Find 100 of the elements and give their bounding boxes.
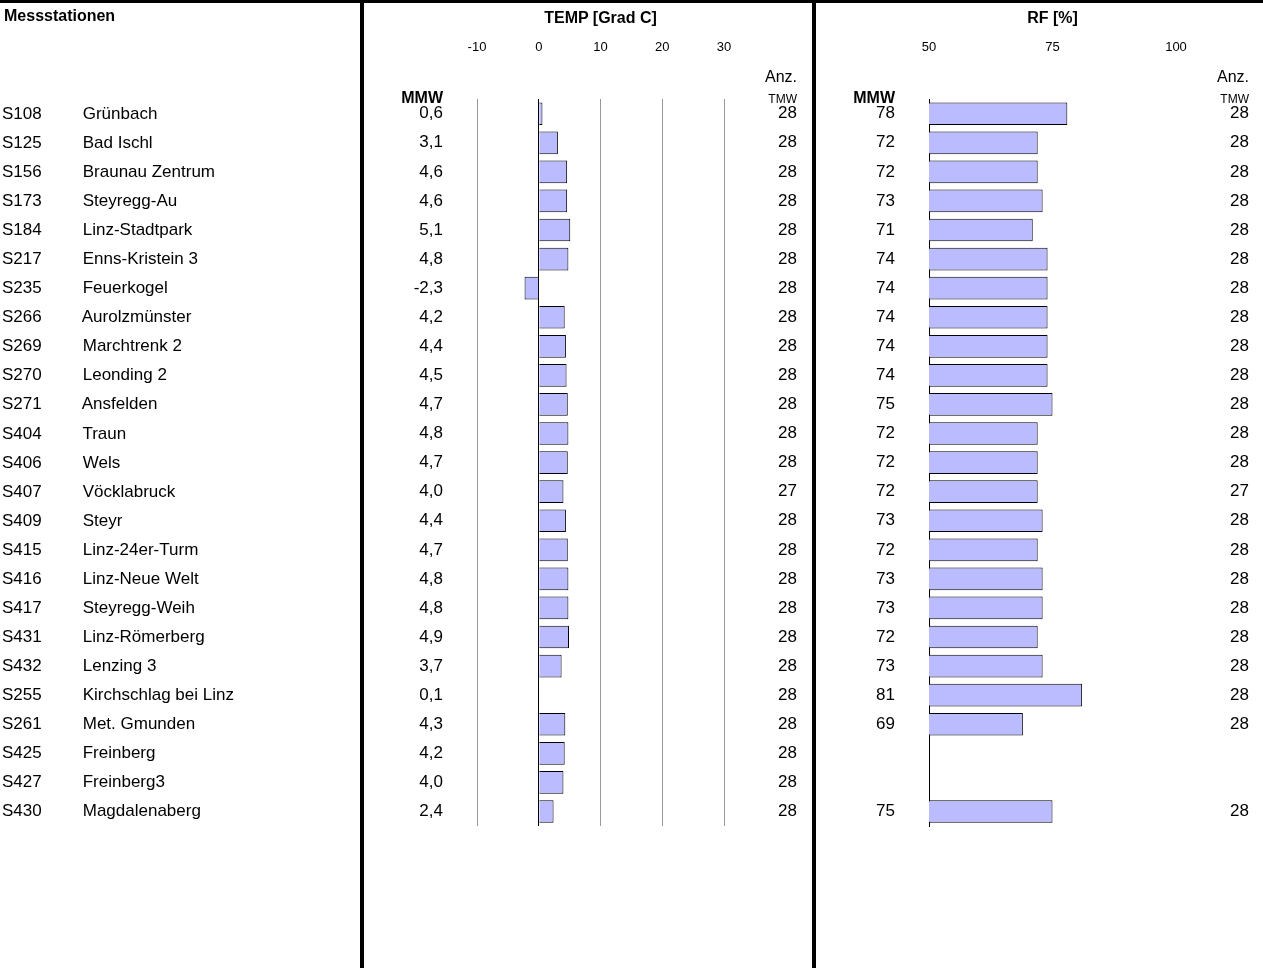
data-label: 4,6 bbox=[419, 161, 443, 181]
data-label: 4,3 bbox=[419, 713, 443, 733]
text: 28 bbox=[1230, 306, 1249, 326]
data-label: 4,6 bbox=[419, 190, 443, 210]
data-label: 4,8 bbox=[419, 248, 443, 268]
category-label: S431 Linz-Römerberg bbox=[2, 627, 205, 647]
text: 28 bbox=[1230, 801, 1249, 821]
category-label: S266 Aurolzmünster bbox=[2, 307, 192, 327]
category-label: S432 Lenzing 3 bbox=[2, 656, 157, 676]
data-label: 3,1 bbox=[419, 132, 443, 152]
data-label: 4,7 bbox=[419, 394, 443, 414]
category-label: S416 Linz-Neue Welt bbox=[2, 568, 199, 588]
data-label: 72 bbox=[876, 452, 895, 472]
data-label: 4,0 bbox=[419, 481, 443, 501]
category-label: S261 Met. Gmunden bbox=[2, 714, 196, 734]
text: 28 bbox=[1230, 684, 1249, 704]
category-label: S407 Vöcklabruck bbox=[2, 481, 176, 501]
text: 28 bbox=[778, 336, 797, 355]
x-tick-label: 20 bbox=[655, 38, 670, 54]
data-label: 72 bbox=[876, 539, 895, 559]
text: 28 bbox=[1230, 597, 1249, 617]
text: 28 bbox=[778, 277, 797, 297]
chart-title: RF [%] bbox=[1027, 9, 1078, 27]
x-tick-label: 0 bbox=[535, 38, 543, 54]
text: 28 bbox=[1230, 452, 1249, 472]
text: 28 bbox=[778, 597, 797, 617]
data-label: 73 bbox=[876, 655, 895, 675]
data-label: 74 bbox=[876, 365, 895, 385]
category-label: S409 Steyr bbox=[2, 510, 123, 530]
data-label: 4,5 bbox=[419, 365, 443, 385]
x-tick-label: 50 bbox=[921, 38, 937, 54]
data-label: 4,9 bbox=[419, 626, 443, 646]
category-label: S156 Braunau Zentrum bbox=[2, 161, 216, 181]
data-label: 0,1 bbox=[419, 684, 443, 704]
category-label: S255 Kirchschlag bei Linz bbox=[2, 685, 234, 705]
data-label: 73 bbox=[876, 510, 895, 530]
data-label: 74 bbox=[876, 277, 895, 297]
text: 28 bbox=[778, 394, 797, 414]
text: 28 bbox=[1230, 365, 1249, 385]
text: 28 bbox=[778, 772, 797, 792]
x-tick-label: -10 bbox=[467, 38, 487, 54]
text: 28 bbox=[1230, 190, 1249, 210]
category-label: S173 Steyregg-Au bbox=[2, 190, 178, 210]
text: 28 bbox=[778, 161, 797, 181]
text: 28 bbox=[1230, 539, 1249, 559]
text: 28 bbox=[778, 684, 797, 704]
text: 28 bbox=[1230, 394, 1249, 414]
text: 28 bbox=[778, 743, 797, 763]
text: 28 bbox=[778, 452, 797, 472]
text: 28 bbox=[778, 713, 797, 733]
x-tick-label: 30 bbox=[716, 38, 732, 54]
x-tick-label: 100 bbox=[1165, 38, 1187, 54]
category-label: S427 Freinberg3 bbox=[2, 772, 165, 792]
category-label: S235 Feuerkogel bbox=[2, 278, 168, 298]
data-label: 73 bbox=[876, 597, 895, 617]
data-label: 4,2 bbox=[419, 306, 443, 326]
data-label: 72 bbox=[876, 423, 895, 443]
text: 27 bbox=[1230, 481, 1249, 501]
text: 28 bbox=[1230, 336, 1249, 355]
text: 28 bbox=[1230, 655, 1249, 675]
text: 28 bbox=[1230, 161, 1249, 181]
data-label: 73 bbox=[876, 568, 895, 588]
text: 28 bbox=[778, 132, 797, 152]
data-label: 69 bbox=[876, 713, 895, 733]
category-label: S404 Traun bbox=[2, 423, 127, 443]
text: 28 bbox=[1230, 219, 1249, 239]
text: 28 bbox=[778, 626, 797, 646]
text: 28 bbox=[778, 248, 797, 268]
text: 28 bbox=[778, 801, 797, 821]
text: 28 bbox=[778, 219, 797, 239]
text: 28 bbox=[778, 423, 797, 443]
x-tick-label: 75 bbox=[1045, 38, 1060, 54]
text: 28 bbox=[1230, 626, 1249, 646]
text: 28 bbox=[1230, 132, 1249, 152]
category-label: S406 Wels bbox=[2, 452, 121, 472]
x-tick-label: 10 bbox=[593, 38, 608, 54]
data-label: 4,7 bbox=[419, 539, 443, 559]
data-label: 71 bbox=[876, 219, 895, 239]
data-label: 81 bbox=[876, 684, 895, 704]
text: 28 bbox=[778, 510, 797, 530]
text: 28 bbox=[778, 539, 797, 559]
text: 28 bbox=[1230, 423, 1249, 443]
text: 28 bbox=[1230, 568, 1249, 588]
category-label: S269 Marchtrenk 2 bbox=[2, 336, 182, 356]
data-label: 2,4 bbox=[419, 801, 443, 821]
data-label: 72 bbox=[876, 161, 895, 181]
text: 28 bbox=[778, 306, 797, 326]
text: 28 bbox=[1230, 248, 1249, 268]
data-label: 4,8 bbox=[419, 423, 443, 443]
data-label: 5,1 bbox=[419, 219, 443, 239]
data-label: -2,3 bbox=[413, 277, 443, 297]
text: 28 bbox=[1230, 510, 1249, 530]
data-label: 4,4 bbox=[419, 510, 443, 530]
data-label: 74 bbox=[876, 306, 895, 326]
text: Messstationen bbox=[4, 7, 116, 25]
data-label: 4,7 bbox=[419, 452, 443, 472]
chart-title: TEMP [Grad C] bbox=[544, 9, 657, 27]
data-label: 72 bbox=[876, 626, 895, 646]
data-label: 4,0 bbox=[419, 772, 443, 792]
category-label: S271 Ansfelden bbox=[2, 394, 158, 414]
